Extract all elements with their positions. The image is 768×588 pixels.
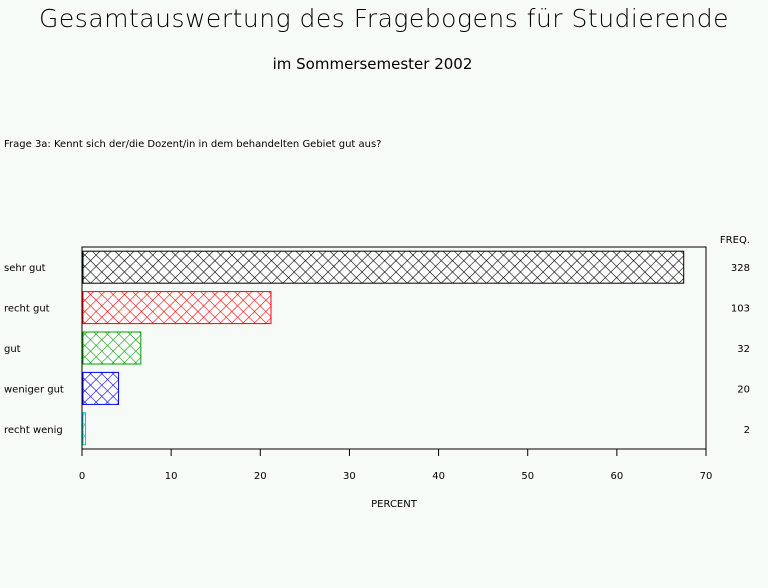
- freq-value: 20: [737, 384, 750, 395]
- plot-frame: [81, 246, 707, 450]
- x-tick-label: 50: [521, 471, 534, 482]
- question-text: Frage 3a: Kennt sich der/die Dozent/in i…: [4, 139, 382, 150]
- bar-recht-wenig: [82, 412, 87, 446]
- bars-layer: [82, 250, 685, 446]
- x-tick-label: 20: [254, 471, 267, 482]
- x-axis: 0 10 20 30 40 50 60 70: [79, 449, 713, 482]
- x-tick-label: 60: [610, 471, 623, 482]
- x-tick-label: 30: [343, 471, 356, 482]
- page-title: Gesamtauswertung des Fragebogens für Stu…: [39, 4, 729, 33]
- labels-layer: sehr gut 328 recht gut 103 gut 32 weniger gut 2…: [4, 263, 750, 436]
- freq-value: 32: [737, 344, 750, 355]
- category-label: recht gut: [4, 304, 50, 315]
- freq-header: FREQ.: [720, 235, 750, 246]
- x-axis-label: PERCENT: [371, 499, 418, 510]
- x-tick-label: 10: [165, 471, 178, 482]
- freq-value: 103: [731, 304, 750, 315]
- bar-gut: [82, 331, 142, 365]
- category-label: weniger gut: [4, 384, 64, 395]
- x-tick-label: 40: [432, 471, 445, 482]
- freq-value: 328: [731, 263, 750, 274]
- category-label: gut: [4, 344, 21, 355]
- freq-value: 2: [744, 425, 750, 436]
- x-tick-label: 70: [700, 471, 713, 482]
- category-label: sehr gut: [4, 263, 46, 274]
- page-subtitle: im Sommersemester 2002: [272, 55, 473, 73]
- bar-sehr-gut: [82, 250, 685, 284]
- bar-recht-gut: [82, 291, 272, 325]
- category-label: recht wenig: [4, 425, 63, 436]
- bar-weniger-gut: [82, 371, 120, 405]
- x-tick-label: 0: [79, 471, 85, 482]
